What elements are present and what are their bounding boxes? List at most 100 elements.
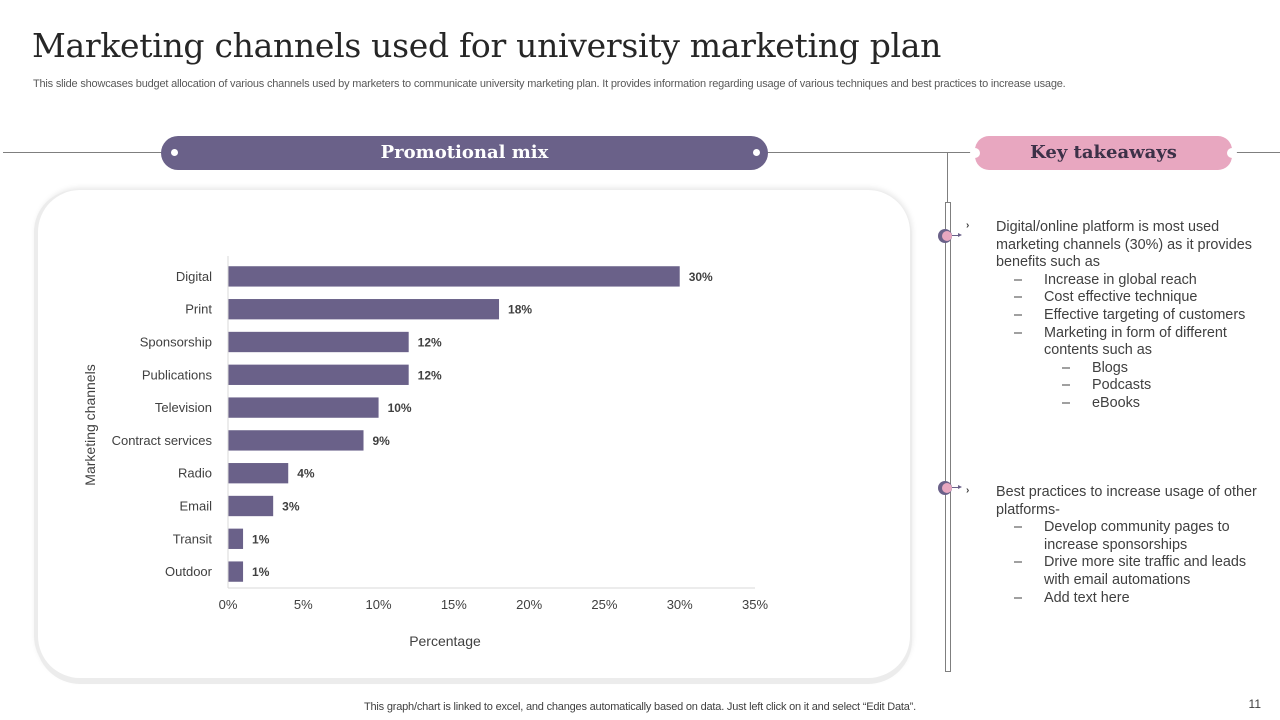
takeaway-heading: Digital/online platform is most used mar… xyxy=(996,219,1266,272)
category-label: Sponsorship xyxy=(140,335,212,350)
x-tick-label: 25% xyxy=(591,597,617,612)
data-label: 1% xyxy=(252,565,270,579)
dash-bullet-icon: – xyxy=(1014,589,1023,606)
banner-dot-right xyxy=(753,149,760,156)
x-tick-label: 30% xyxy=(667,597,693,612)
takeaway-bullet: – Drive more site traffic and leads with … xyxy=(996,554,1266,589)
takeaway-bullet: – Blogs xyxy=(996,360,1266,378)
page-number: 11 xyxy=(1248,697,1261,711)
chevron-right-icon: › xyxy=(966,485,970,496)
x-tick-label: 35% xyxy=(742,597,768,612)
bar-sponsorship[interactable] xyxy=(228,331,409,353)
node-circle-pink xyxy=(942,231,952,241)
dash-bullet-icon: – xyxy=(1014,519,1023,536)
footer-note: This graph/chart is linked to excel, and… xyxy=(0,701,1280,713)
bar-print[interactable] xyxy=(228,299,500,320)
arrow-right-icon xyxy=(952,485,962,489)
category-label: Email xyxy=(179,499,212,514)
takeaway-block-1: Digital/online platform is most used mar… xyxy=(996,219,1266,413)
takeaway-text: Increase in global reach xyxy=(1044,271,1197,288)
takeaway-text: Cost effective technique xyxy=(1044,289,1198,306)
divider-line-left xyxy=(3,152,163,153)
banner-notch-left xyxy=(970,148,980,158)
data-label: 12% xyxy=(418,336,442,350)
promotional-mix-label: Promotional mix xyxy=(380,142,549,163)
takeaway-bullet: – eBooks xyxy=(996,395,1266,413)
divider-line-middle xyxy=(766,152,977,153)
timeline-node-2 xyxy=(938,481,962,495)
banner-dot-left xyxy=(171,149,178,156)
data-label: 10% xyxy=(388,401,412,415)
takeaway-text: Best practices to increase usage of othe… xyxy=(996,484,1257,518)
data-label: 18% xyxy=(508,303,532,317)
takeaway-bullet: – Cost effective technique xyxy=(996,289,1266,307)
timeline-node-1 xyxy=(938,229,962,243)
category-label: Radio xyxy=(178,466,212,481)
footer-note-text: This graph/chart is linked to excel, and… xyxy=(364,701,916,713)
x-tick-label: 0% xyxy=(219,597,238,612)
takeaway-bullet: – Add text here xyxy=(996,590,1266,608)
data-label: 3% xyxy=(282,500,300,514)
arrow-right-icon xyxy=(952,233,962,237)
x-tick-labels: 0% 5% 10% 15% 20% 25% 30% 35% xyxy=(219,597,769,612)
takeaway-block-2: Best practices to increase usage of othe… xyxy=(996,484,1266,607)
bar-digital[interactable] xyxy=(228,266,680,287)
category-label: Publications xyxy=(142,367,213,382)
timeline-bar xyxy=(945,202,951,672)
x-tick-label: 5% xyxy=(294,597,313,612)
dash-bullet-icon: – xyxy=(1062,394,1071,411)
bar-email[interactable] xyxy=(228,495,274,517)
takeaway-bullet: – Effective targeting of customers xyxy=(996,307,1266,325)
y-axis-title: Marketing channels xyxy=(82,364,98,485)
x-tick-label: 20% xyxy=(516,597,542,612)
timeline-connector xyxy=(947,153,948,203)
category-label: Television xyxy=(155,400,212,415)
bars-layer: Digital 30% Print 18% Sponsorship 12% Publicat… xyxy=(112,266,713,582)
takeaway-text: Develop community pages to increase spon… xyxy=(1044,519,1230,553)
takeaway-text: Effective targeting of customers xyxy=(1044,306,1246,323)
dash-bullet-icon: – xyxy=(1014,289,1023,306)
bar-contract-services[interactable] xyxy=(228,430,364,451)
takeaway-text: Drive more site traffic and leads with e… xyxy=(1044,554,1247,588)
dash-bullet-icon: – xyxy=(1014,324,1023,341)
category-label: Transit xyxy=(173,531,213,546)
dash-bullet-icon: – xyxy=(1062,359,1071,376)
dash-bullet-icon: – xyxy=(1014,554,1023,571)
x-tick-label: 10% xyxy=(366,597,392,612)
takeaway-bullet: – Develop community pages to increase spo… xyxy=(996,519,1266,554)
category-label: Contract services xyxy=(112,433,213,448)
dash-bullet-icon: – xyxy=(1014,271,1023,288)
takeaway-bullet: – Increase in global reach xyxy=(996,272,1266,290)
takeaway-text: Add text here xyxy=(1044,589,1130,606)
dash-bullet-icon: – xyxy=(1062,377,1071,394)
data-label: 30% xyxy=(689,270,713,284)
category-label: Digital xyxy=(176,269,212,284)
chevron-right-icon: › xyxy=(966,220,970,231)
takeaway-bullet: – Marketing in form of different contents… xyxy=(996,325,1266,360)
bar-television[interactable] xyxy=(228,397,379,418)
takeaway-text: Digital/online platform is most used mar… xyxy=(996,219,1252,271)
x-tick-label: 15% xyxy=(441,597,467,612)
takeaway-text: eBooks xyxy=(1092,394,1140,411)
takeaway-text: Marketing in form of different contents … xyxy=(1044,324,1227,359)
data-label: 12% xyxy=(418,368,442,382)
chart-card[interactable]: Digital 30% Print 18% Sponsorship 12% Publicat… xyxy=(38,190,910,678)
category-label: Print xyxy=(185,302,212,317)
takeaway-text: Blogs xyxy=(1092,359,1128,376)
bar-outdoor[interactable] xyxy=(228,561,244,582)
bar-radio[interactable] xyxy=(228,463,289,484)
bar-transit[interactable] xyxy=(228,528,244,549)
data-label: 1% xyxy=(252,532,270,546)
bar-publications[interactable] xyxy=(228,364,409,385)
key-takeaways-label: Key takeaways xyxy=(1030,142,1177,163)
dash-bullet-icon: – xyxy=(1014,306,1023,323)
takeaway-heading: Best practices to increase usage of othe… xyxy=(996,484,1266,519)
banner-notch-right xyxy=(1227,148,1237,158)
x-axis-title: Percentage xyxy=(409,633,481,649)
takeaway-bullet: – Podcasts xyxy=(996,377,1266,395)
data-label: 4% xyxy=(297,467,315,481)
bar-chart[interactable]: Digital 30% Print 18% Sponsorship 12% Publicat… xyxy=(38,190,910,678)
slide-subtitle: This slide showcases budget allocation o… xyxy=(33,78,1066,90)
takeaway-text: Podcasts xyxy=(1092,377,1152,394)
divider-line-right xyxy=(1230,152,1280,153)
